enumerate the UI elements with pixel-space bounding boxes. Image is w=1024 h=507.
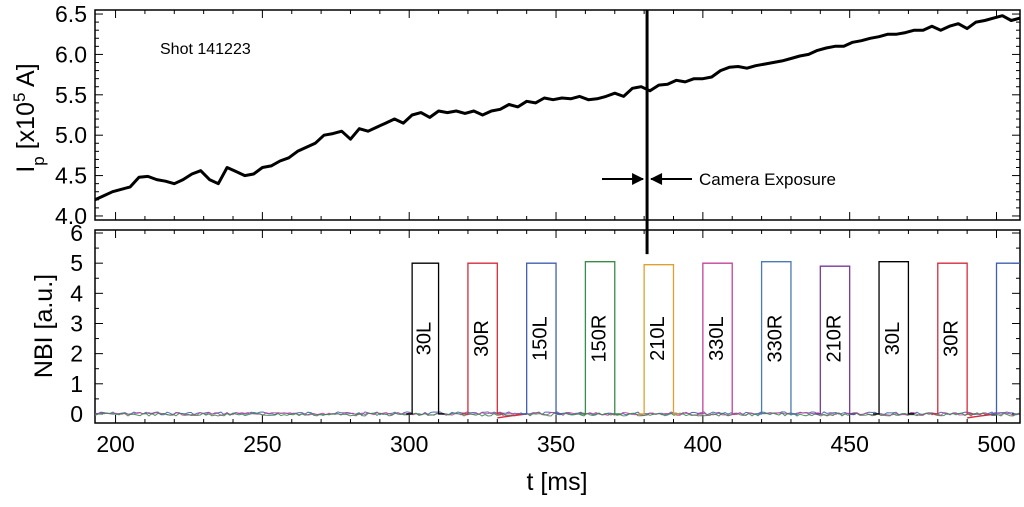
- ip-y-axis-label-part: A]: [12, 63, 40, 92]
- nbi-y-tick-label: 3: [70, 310, 83, 336]
- annotation-layer: Camera Exposure: [602, 10, 836, 255]
- nbi-pulse: [461, 262, 504, 415]
- x-tick-label: 350: [537, 431, 575, 457]
- ip-panel: 4.0 4.5 5.0 5.5 6.0 6.5 Ip [x105 A] Shot 141223: [10, 1, 1021, 229]
- ip-y-tick-label: 4.5: [55, 163, 87, 189]
- nbi-pulse: [990, 262, 1020, 415]
- nbi-pulse: [638, 264, 680, 415]
- nbi-pulse-label: 210R: [823, 315, 845, 363]
- x-tick-label: 250: [243, 431, 281, 457]
- nbi-baseline-noise: [95, 411, 1020, 417]
- ip-y-tick-label: 4.0: [55, 203, 87, 229]
- nbi-y-tick-label: 6: [70, 220, 83, 246]
- nbi-pulse-label: 330L: [706, 316, 728, 361]
- nbi-pulse: [520, 262, 563, 415]
- nbi-y-tick-label: 4: [70, 280, 83, 306]
- nbi-y-tick-label: 2: [70, 341, 83, 367]
- nbi-traces: 30L 30R 150L 150R 210L 330L 330R 210R 30L 30R: [95, 261, 1020, 419]
- x-tick-label: 400: [684, 431, 722, 457]
- x-tick-label: 500: [977, 431, 1015, 457]
- exposure-arrow-left-head: [632, 173, 645, 185]
- nbi-pulse-label: 30L: [882, 322, 904, 355]
- ip-y-axis-label-part: I: [12, 166, 40, 173]
- nbi-pulse: [579, 261, 621, 415]
- nbi-pulse: [696, 262, 739, 415]
- nbi-pulse: [406, 262, 445, 415]
- ip-y-axis-label-part: 5: [10, 93, 29, 102]
- ip-plot-frame: [94, 9, 1021, 221]
- nbi-pulse-label: 210L: [647, 316, 669, 361]
- nbi-pulse: [755, 261, 797, 415]
- ip-y-axis-label-part: [x10: [12, 102, 40, 156]
- ip-y-axis-label-part: p: [29, 156, 48, 165]
- nbi-pulse: [873, 261, 915, 415]
- nbi-pulse-label: 30R: [941, 320, 963, 357]
- x-axis-label: t [ms]: [526, 468, 587, 496]
- nbi-y-tick-label: 0: [70, 401, 83, 427]
- shot-number-label: Shot 141223: [160, 41, 251, 58]
- nbi-pulse: [931, 262, 974, 415]
- x-tick-label: 450: [830, 431, 868, 457]
- ip-y-tick-label: 6.5: [55, 1, 87, 27]
- ip-y-tick-label: 5.5: [55, 82, 87, 108]
- camera-exposure-label: Camera Exposure: [699, 170, 836, 189]
- ip-y-tick-label: 6.0: [55, 41, 87, 67]
- x-tick-label: 200: [96, 431, 134, 457]
- nbi-y-tick-label: 1: [70, 371, 83, 397]
- nbi-pulse: [814, 265, 856, 415]
- x-tick-label: 300: [390, 431, 428, 457]
- nbi-y-axis-label: NBI [a.u.]: [30, 274, 58, 378]
- nbi-panel: 0 1 2 3 4 5 6 NBI [a.u.] 200 250 300 350 400 450 500 t …: [30, 220, 1021, 496]
- nbi-pulse-label: 30R: [471, 320, 493, 357]
- nbi-y-tick-label: 5: [70, 250, 83, 276]
- nbi-plot-frame: [94, 229, 1021, 424]
- nbi-pulse-label: 330R: [765, 315, 787, 363]
- ip-y-tick-label: 5.0: [55, 122, 87, 148]
- nbi-pulse-label: 150R: [588, 315, 610, 363]
- ip-y-axis-label: Ip [x105 A]: [10, 63, 48, 172]
- exposure-arrow-right-head: [650, 173, 663, 185]
- nbi-pulse-label: 30L: [414, 322, 436, 355]
- nbi-pulse-label: 150L: [530, 316, 552, 361]
- ip-series-line: [94, 14, 1021, 202]
